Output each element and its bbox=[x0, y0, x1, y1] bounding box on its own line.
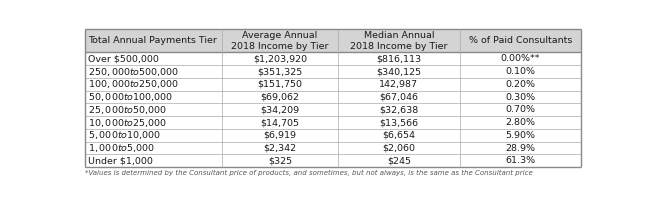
Text: % of Paid Consultants: % of Paid Consultants bbox=[469, 36, 572, 45]
Text: 142,987: 142,987 bbox=[380, 80, 419, 89]
Text: $816,113: $816,113 bbox=[376, 54, 421, 63]
Text: $6,919: $6,919 bbox=[263, 131, 296, 140]
Text: Average Annual
2018 Income by Tier: Average Annual 2018 Income by Tier bbox=[231, 31, 329, 51]
Text: 61.3%: 61.3% bbox=[505, 156, 536, 165]
Text: $25,000 to $50,000: $25,000 to $50,000 bbox=[88, 104, 168, 116]
Text: 5.90%: 5.90% bbox=[505, 131, 535, 140]
Text: 0.20%: 0.20% bbox=[505, 80, 535, 89]
Text: $6,654: $6,654 bbox=[382, 131, 415, 140]
Bar bbox=[85, 129, 581, 142]
Text: $1,000 to $5,000: $1,000 to $5,000 bbox=[88, 142, 155, 154]
Text: $2,060: $2,060 bbox=[382, 144, 415, 153]
Text: 0.30%: 0.30% bbox=[505, 93, 536, 102]
Text: 0.00%**: 0.00%** bbox=[500, 54, 540, 63]
Text: $14,705: $14,705 bbox=[261, 118, 300, 127]
Text: $1,203,920: $1,203,920 bbox=[253, 54, 307, 63]
Bar bbox=[85, 103, 581, 116]
Text: 0.70%: 0.70% bbox=[505, 105, 535, 114]
Bar bbox=[85, 91, 581, 103]
Text: $32,638: $32,638 bbox=[379, 105, 419, 114]
Text: Total Annual Payments Tier: Total Annual Payments Tier bbox=[88, 36, 217, 45]
Text: $10,000 to $25,000: $10,000 to $25,000 bbox=[88, 117, 168, 129]
Text: $351,325: $351,325 bbox=[257, 67, 302, 76]
Text: $67,046: $67,046 bbox=[380, 93, 419, 102]
Text: $34,209: $34,209 bbox=[260, 105, 300, 114]
Text: Over $500,000: Over $500,000 bbox=[88, 54, 159, 63]
Text: $245: $245 bbox=[387, 156, 411, 165]
Bar bbox=[85, 78, 581, 91]
Bar bbox=[85, 52, 581, 65]
Text: $151,750: $151,750 bbox=[257, 80, 302, 89]
Text: 2.80%: 2.80% bbox=[505, 118, 535, 127]
Bar bbox=[85, 116, 581, 129]
Bar bbox=[85, 142, 581, 154]
Text: *Values is determined by the Consultant price of products, and sometimes, but no: *Values is determined by the Consultant … bbox=[85, 170, 533, 176]
Text: Under $1,000: Under $1,000 bbox=[88, 156, 153, 165]
Text: $340,125: $340,125 bbox=[376, 67, 421, 76]
Text: $100,000 to $250,000: $100,000 to $250,000 bbox=[88, 78, 179, 90]
Text: Median Annual
2018 Income by Tier: Median Annual 2018 Income by Tier bbox=[350, 31, 448, 51]
Text: $50,000 to $100,000: $50,000 to $100,000 bbox=[88, 91, 174, 103]
Bar bbox=[85, 29, 581, 52]
Text: 0.10%: 0.10% bbox=[505, 67, 535, 76]
Bar bbox=[85, 154, 581, 167]
Text: $69,062: $69,062 bbox=[261, 93, 300, 102]
Text: 28.9%: 28.9% bbox=[505, 144, 535, 153]
Bar bbox=[85, 65, 581, 78]
Text: $13,566: $13,566 bbox=[379, 118, 419, 127]
Text: $325: $325 bbox=[268, 156, 292, 165]
Text: $250,000 to $500,000: $250,000 to $500,000 bbox=[88, 66, 179, 78]
Text: $2,342: $2,342 bbox=[263, 144, 296, 153]
Text: $5,000 to $10,000: $5,000 to $10,000 bbox=[88, 129, 161, 141]
